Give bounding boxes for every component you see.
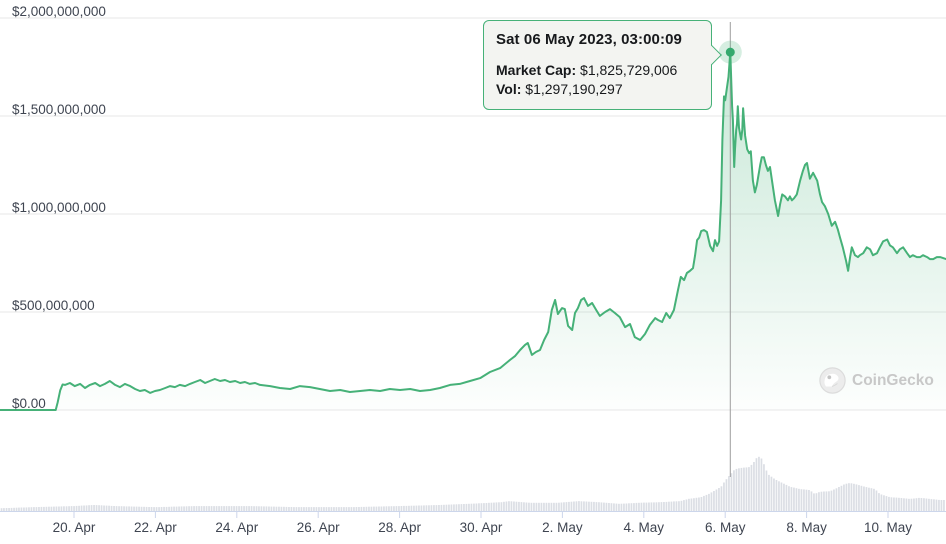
x-axis-label: 6. May xyxy=(705,520,746,535)
x-axis-label: 28. Apr xyxy=(378,520,421,535)
tooltip-volume: Vol: $1,297,190,297 xyxy=(496,80,699,99)
tooltip-market-cap: Market Cap: $1,825,729,006 xyxy=(496,61,699,80)
market-cap-line xyxy=(0,51,946,411)
coingecko-watermark: CoinGecko xyxy=(819,367,934,394)
x-axis-label: 8. May xyxy=(786,520,827,535)
x-axis-label: 30. Apr xyxy=(460,520,503,535)
y-axis-label: $1,000,000,000 xyxy=(12,200,106,215)
highlight-marker[interactable] xyxy=(725,47,735,57)
tooltip-volume-value: $1,297,190,297 xyxy=(525,81,623,97)
x-axis-label: 24. Apr xyxy=(215,520,258,535)
y-axis-label: $0.00 xyxy=(12,396,46,411)
gecko-logo-icon xyxy=(819,367,846,394)
tooltip-volume-label: Vol: xyxy=(496,81,522,97)
y-axis-label: $1,500,000,000 xyxy=(12,102,106,117)
market-cap-area xyxy=(0,52,946,410)
x-axis-label: 20. Apr xyxy=(53,520,96,535)
y-axis-label: $500,000,000 xyxy=(12,298,95,313)
tooltip-date: Sat 06 May 2023, 03:00:09 xyxy=(496,31,682,48)
x-axis-label: 4. May xyxy=(624,520,665,535)
x-axis-label: 22. Apr xyxy=(134,520,177,535)
y-axis-label: $2,000,000,000 xyxy=(12,4,106,19)
x-axis-label: 26. Apr xyxy=(297,520,340,535)
watermark-label: CoinGecko xyxy=(852,371,934,389)
volume-bars xyxy=(0,456,945,512)
x-axis-label: 2. May xyxy=(542,520,583,535)
x-axis-label: 10. May xyxy=(864,520,912,535)
tooltip-market-cap-label: Market Cap: xyxy=(496,62,577,78)
tooltip-market-cap-value: $1,825,729,006 xyxy=(580,62,678,78)
chart-tooltip: Sat 06 May 2023, 03:00:09 Market Cap: $1… xyxy=(483,20,712,110)
